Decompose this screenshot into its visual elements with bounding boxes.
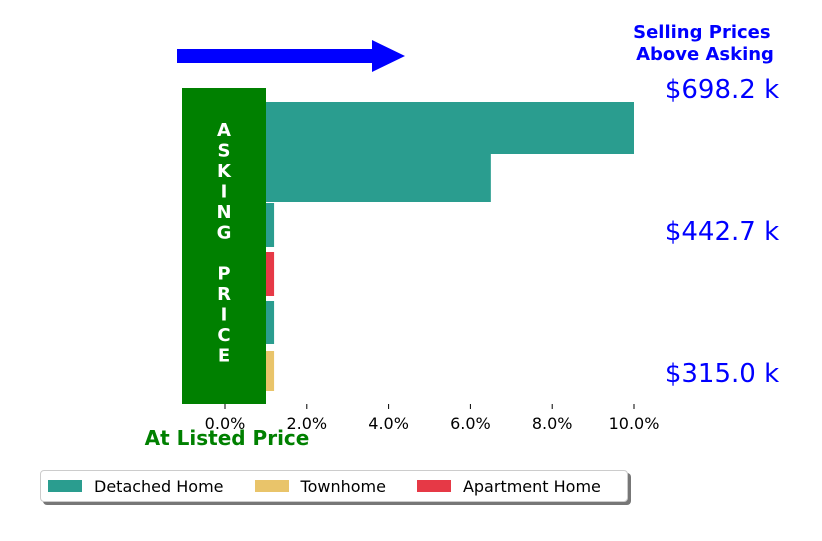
chart-title: Selling Prices Above Asking (633, 22, 777, 65)
banner-letter: G (217, 223, 232, 244)
price-label-mid: $442.7 k (665, 217, 779, 247)
chart-title-line-2: Above Asking (636, 44, 774, 65)
x-tick-label: 0.0% (205, 414, 246, 433)
banner-letter: I (221, 305, 228, 326)
legend-label-detached-home: Detached Home (94, 476, 224, 496)
banner-letter: S (218, 141, 231, 162)
legend-label-apartment-home: Apartment Home (462, 476, 601, 496)
x-tick-label: 4.0% (368, 414, 409, 433)
legend-item-detached-home: Detached Home (48, 477, 224, 496)
legend-item-apartment-home: Apartment Home (416, 476, 601, 496)
banner-letter: P (217, 264, 230, 285)
x-axis: 0.0% 2.0% 4.0% 6.0% 8.0% 10.0% (205, 404, 660, 433)
banner-letter: R (217, 284, 231, 305)
x-tick-label: 2.0% (286, 414, 327, 433)
legend-label-townhome: Townhome (300, 476, 386, 496)
x-tick-label: 10.0% (609, 414, 660, 433)
x-tick-label: 8.0% (532, 414, 573, 433)
legend-swatch-apartment-home (416, 480, 451, 492)
legend: Detached Home Townhome Apartment Home (40, 470, 628, 502)
legend-item-townhome: Townhome (254, 476, 386, 496)
banner-letter: E (218, 346, 230, 367)
price-label-high: $698.2 k (665, 75, 779, 105)
x-axis-label: At Listed Price (145, 426, 310, 450)
price-label-low: $315.0 k (665, 359, 779, 389)
bar-detached-home-1 (225, 154, 491, 202)
chart-title-line-1: Selling Prices (633, 22, 770, 43)
legend-swatch-townhome (254, 480, 289, 492)
x-tick-label: 6.0% (450, 414, 491, 433)
bar-detached-home-0 (225, 102, 634, 154)
bar-group (225, 102, 634, 391)
asking-price-banner (182, 88, 266, 404)
banner-letter: K (217, 161, 232, 182)
banner-letter: N (216, 202, 231, 223)
banner-letter: C (217, 325, 230, 346)
right-arrow-icon (177, 40, 405, 72)
legend-swatch-detached-home (48, 480, 82, 492)
banner-letter: I (221, 182, 228, 203)
banner-letter: A (217, 120, 231, 141)
